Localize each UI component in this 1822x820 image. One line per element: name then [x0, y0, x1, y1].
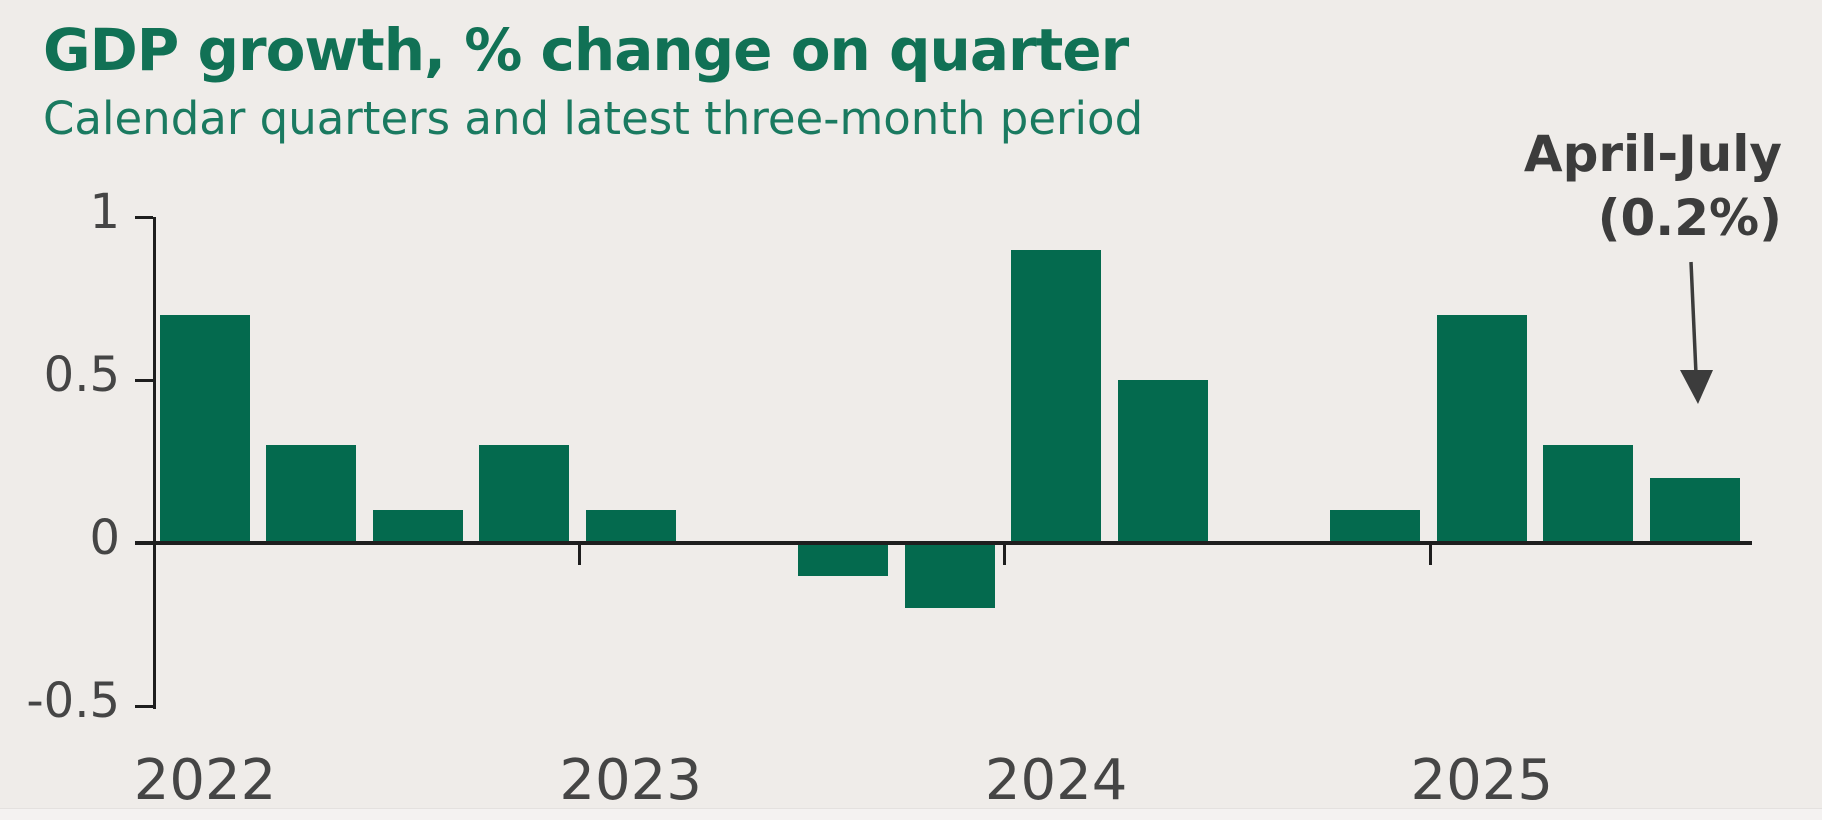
bar-2024-q4	[1330, 510, 1421, 543]
y-tick-label: 1	[89, 184, 120, 240]
bar-2024-q2	[1117, 380, 1208, 543]
x-axis-label-2022: 2022	[133, 748, 277, 813]
bar-2025-q2	[1543, 445, 1634, 543]
bar-2023-q3	[798, 543, 889, 576]
y-axis	[153, 217, 156, 709]
x-axis-label-2024: 2024	[984, 748, 1128, 813]
bar-2022-q3	[372, 510, 463, 543]
bottom-strip	[0, 808, 1822, 820]
y-tick	[135, 379, 153, 382]
annotation-line1: April-July	[1523, 125, 1782, 183]
down-arrow-icon	[1680, 261, 1713, 404]
y-tick-label: 0.5	[43, 347, 120, 403]
x-tick	[1428, 545, 1432, 565]
chart-subtitle: Calendar quarters and latest three-month…	[43, 92, 1144, 145]
bar-2022-q4	[479, 445, 570, 543]
x-axis-label-2023: 2023	[559, 748, 702, 813]
x-axis	[135, 541, 1752, 545]
bar-2022-q1	[160, 314, 250, 543]
y-tick	[135, 216, 153, 219]
x-tick	[577, 545, 581, 565]
x-tick	[1003, 545, 1007, 565]
y-tick-label: -0.5	[26, 673, 120, 729]
y-tick-label: 0	[89, 510, 120, 566]
annotation-label: April-July (0.2%)	[1524, 122, 1782, 250]
bar-2024-q1	[1011, 249, 1102, 543]
bar-2025-q1	[1436, 314, 1527, 543]
y-tick	[135, 705, 153, 708]
bar-april-july-latest	[1649, 477, 1740, 543]
annotation-line2: (0.2%)	[1597, 189, 1782, 247]
bar-2023-q1	[585, 510, 676, 543]
x-axis-label-2025: 2025	[1410, 748, 1554, 813]
chart-title: GDP growth, % change on quarter	[43, 16, 1129, 84]
bar-2023-q4	[904, 543, 995, 609]
bar-2022-q2	[266, 445, 357, 543]
